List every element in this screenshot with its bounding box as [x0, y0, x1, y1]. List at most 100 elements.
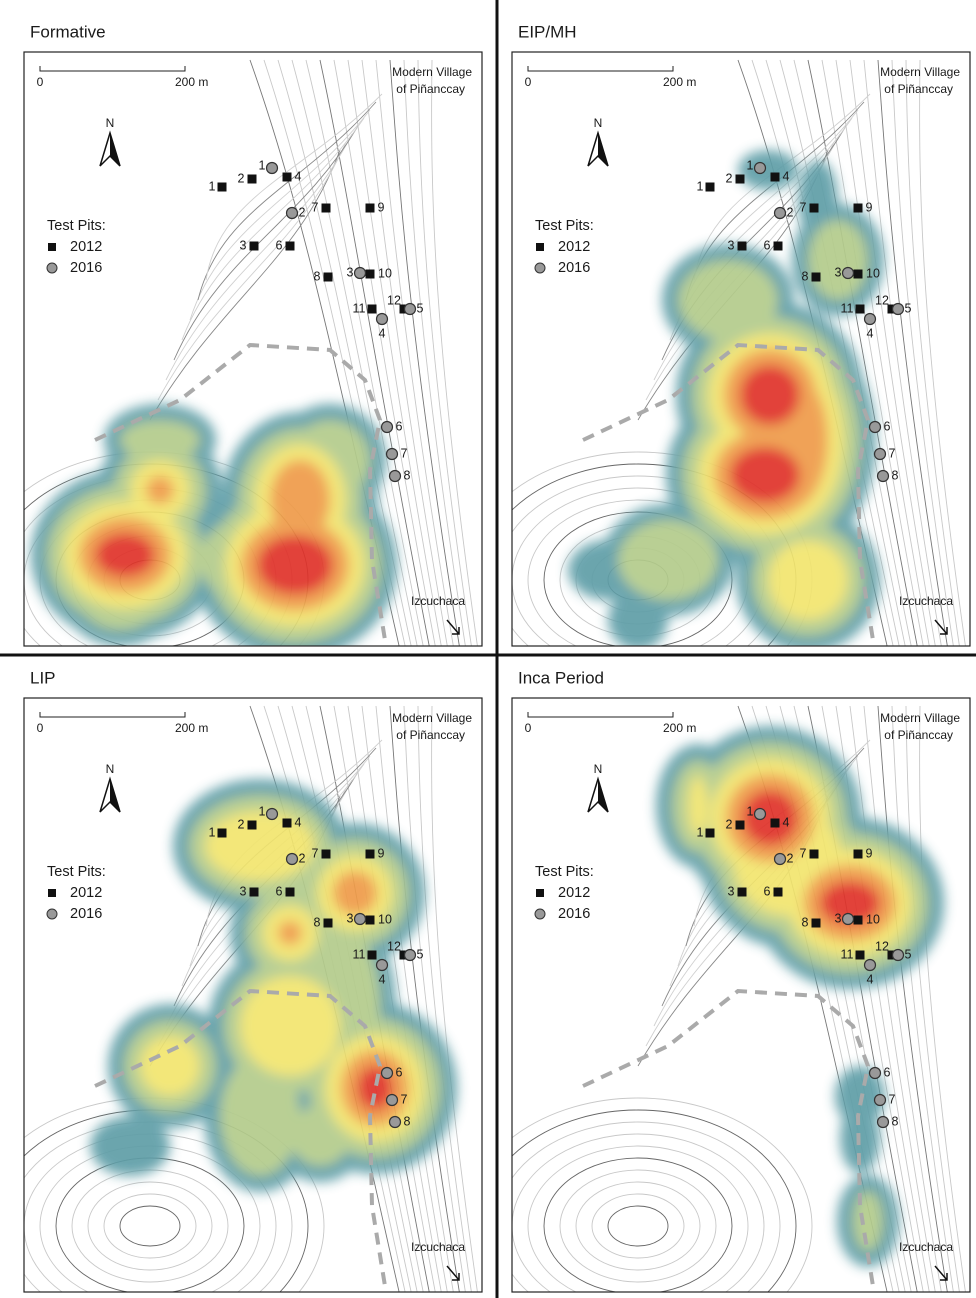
- pit-2012: [854, 204, 863, 213]
- map-body: [464, 60, 966, 708]
- density-zone: [270, 460, 330, 540]
- legend-square: [536, 243, 544, 251]
- pit-label: 1: [747, 158, 754, 172]
- pit-label: 5: [417, 947, 424, 961]
- pit-2016: [405, 950, 416, 961]
- pit-label: 6: [276, 884, 283, 898]
- scale-bar: [528, 712, 673, 717]
- village-label: of Piñanccay: [396, 82, 465, 96]
- map-panel: Inca Period0200 mModern Villageof Piñanc…: [464, 668, 970, 1298]
- pit-label: 3: [347, 265, 354, 279]
- pit-2012: [736, 175, 745, 184]
- legend-title: Test Pits:: [47, 864, 106, 880]
- legend-label: 2016: [70, 260, 102, 276]
- pit-label: 8: [404, 468, 411, 482]
- contour: [608, 1206, 668, 1246]
- pit-2012: [286, 242, 295, 251]
- pit-2012: [366, 204, 375, 213]
- pit-2012: [283, 173, 292, 182]
- scale-label: 200 m: [175, 75, 208, 89]
- pit-label: 9: [378, 200, 385, 214]
- legend-label: 2012: [70, 239, 102, 255]
- scale-bar: [40, 712, 185, 717]
- pit-2012: [856, 951, 865, 960]
- density-zone: [90, 1116, 170, 1176]
- contour: [72, 1170, 228, 1282]
- contour: [592, 1194, 684, 1258]
- pit-2012: [324, 919, 333, 928]
- pit-2012: [218, 829, 227, 838]
- pit-2012: [812, 273, 821, 282]
- pit-label: 4: [783, 169, 790, 183]
- pit-label: 4: [867, 326, 874, 340]
- map-body: [464, 706, 966, 1298]
- pit-label: 12: [387, 293, 401, 307]
- pit-label: 6: [884, 1065, 891, 1079]
- pit-2012: [250, 242, 259, 251]
- pit-label: 12: [387, 939, 401, 953]
- pit-2012: [706, 183, 715, 192]
- pit-label: 7: [800, 846, 807, 860]
- density-zone: [808, 220, 868, 300]
- contour: [120, 1206, 180, 1246]
- destination-label: Izcuchaca: [899, 1240, 953, 1254]
- pit-label: 11: [353, 301, 366, 315]
- village-label: of Piñanccay: [396, 728, 465, 742]
- legend-circle: [535, 909, 545, 919]
- village-label: of Piñanccay: [884, 728, 953, 742]
- density-surface: [90, 779, 457, 1192]
- pit-label: 1: [209, 825, 216, 839]
- pit-label: 7: [401, 446, 408, 460]
- pit-2016: [355, 914, 366, 925]
- pit-label: 5: [905, 301, 912, 315]
- pit-2012: [706, 829, 715, 838]
- pit-label: 2: [787, 205, 794, 219]
- legend-label: 2012: [558, 885, 590, 901]
- pit-2016: [755, 163, 766, 174]
- pit-2016: [775, 854, 786, 865]
- pit-2016: [382, 422, 393, 433]
- pit-label: 11: [353, 947, 366, 961]
- scale-bar: [528, 66, 673, 71]
- pit-label: 3: [835, 911, 842, 925]
- pit-2016: [870, 422, 881, 433]
- contour: [150, 150, 340, 420]
- pit-2016: [377, 960, 388, 971]
- scale-label: 200 m: [663, 75, 696, 89]
- pit-label: 7: [312, 846, 319, 860]
- pit-label: 4: [379, 326, 386, 340]
- pit-2016: [893, 950, 904, 961]
- pit-label: 10: [378, 912, 392, 926]
- direction-arrow: [935, 1266, 947, 1280]
- pit-label: 2: [238, 171, 245, 185]
- map-body: [0, 60, 478, 708]
- legend-label: 2016: [558, 906, 590, 922]
- contour: [496, 1122, 780, 1298]
- contour: [560, 1170, 716, 1282]
- legend-label: 2012: [558, 239, 590, 255]
- pit-label: 5: [417, 301, 424, 315]
- pit-2012: [368, 951, 377, 960]
- pit-label: 10: [866, 912, 880, 926]
- contour: [920, 60, 966, 650]
- panel-title: Formative: [30, 22, 106, 41]
- pit-2012: [218, 183, 227, 192]
- pit-2016: [865, 314, 876, 325]
- pit-label: 1: [697, 825, 704, 839]
- village-label: Modern Village: [392, 711, 472, 725]
- map-body: [0, 706, 478, 1298]
- density-zone: [146, 476, 174, 504]
- pit-2012: [771, 819, 780, 828]
- density-zone: [768, 540, 848, 620]
- pit-label: 2: [726, 817, 733, 831]
- legend-circle: [47, 263, 57, 273]
- contour: [56, 1158, 244, 1294]
- pit-label: 8: [314, 915, 321, 929]
- pit-label: 2: [299, 851, 306, 865]
- pit-label: 4: [783, 815, 790, 829]
- pit-label: 8: [314, 269, 321, 283]
- pit-label: 4: [379, 972, 386, 986]
- density-zone: [333, 871, 377, 915]
- destination-label: Izcuchaca: [899, 594, 953, 608]
- contour: [544, 1158, 732, 1294]
